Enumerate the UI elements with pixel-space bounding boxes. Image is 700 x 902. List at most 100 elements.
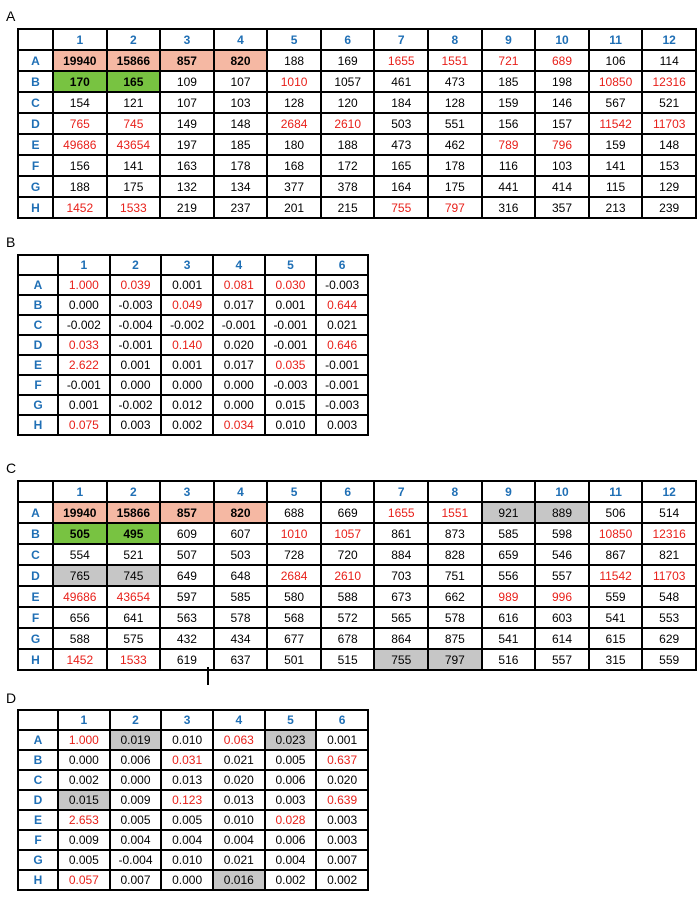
- well-cell: 237: [212, 196, 269, 219]
- well-cell: 588: [319, 585, 376, 608]
- well-cell: -0.001: [263, 314, 318, 336]
- row-header: E: [17, 354, 59, 376]
- well-cell: 629: [641, 627, 697, 650]
- table-row: B 0.000 -0.003 0.049 0.017 0.001 0.644: [17, 294, 369, 316]
- table-row: B 170 165 109 107 1010 1057 461 473 185 198 10850 12…: [17, 70, 697, 93]
- well-cell: 889: [534, 501, 590, 524]
- well-cell: -0.003: [108, 294, 163, 316]
- well-cell: 0.006: [108, 749, 163, 771]
- well-cell: 514: [641, 501, 697, 524]
- corner-cell: [17, 28, 54, 51]
- well-cell: 154: [52, 91, 108, 114]
- well-cell: 557: [534, 648, 590, 671]
- table-row: A 1.000 0.039 0.001 0.081 0.030 -0.003: [17, 274, 369, 296]
- well-cell: -0.003: [315, 274, 369, 296]
- well-cell: 553: [641, 606, 697, 629]
- table-row: A 19940 15866 857 820 188 169 1655 1551 721 689 106…: [17, 49, 697, 72]
- well-cell: 141: [587, 154, 644, 177]
- well-cell: 148: [212, 112, 269, 135]
- row-header: A: [17, 501, 54, 524]
- well-cell: 175: [105, 175, 162, 198]
- well-cell: 128: [427, 91, 483, 114]
- well-cell: 0.049: [160, 294, 214, 316]
- row-header: B: [17, 522, 54, 545]
- well-cell: 128: [266, 91, 322, 114]
- well-cell: 0.021: [211, 849, 266, 871]
- table-row: D 765 745 149 148 2684 2610 503 551 156 157 11542 11…: [17, 112, 697, 135]
- well-cell: 505: [52, 522, 108, 545]
- well-cell: 0.015: [263, 394, 318, 416]
- well-cell: 15866: [105, 49, 162, 72]
- row-header: F: [17, 606, 54, 629]
- well-cell: 0.017: [211, 294, 266, 316]
- well-cell: 0.000: [211, 374, 266, 396]
- column-header: 6: [319, 480, 376, 503]
- row-header: B: [17, 749, 59, 771]
- column-header: 11: [587, 480, 644, 503]
- well-cell: -0.001: [211, 314, 266, 336]
- well-cell: 0.007: [108, 869, 163, 891]
- well-cell: 996: [534, 585, 590, 608]
- well-cell: 185: [212, 133, 269, 156]
- well-cell: 159: [587, 133, 644, 156]
- well-cell: 0.006: [263, 769, 318, 791]
- well-cell: 10850: [587, 70, 644, 93]
- well-cell: 165: [105, 70, 162, 93]
- well-cell: -0.004: [108, 849, 163, 871]
- well-cell: 184: [373, 91, 430, 114]
- well-cell: 556: [480, 564, 537, 587]
- well-cell: 163: [159, 154, 215, 177]
- well-cell: 721: [480, 49, 537, 72]
- well-cell: 146: [534, 91, 590, 114]
- panel-label-c: C: [6, 460, 17, 476]
- well-cell: 820: [212, 49, 269, 72]
- well-cell: 178: [212, 154, 269, 177]
- well-cell: 0.081: [211, 274, 266, 296]
- well-cell: 10850: [587, 522, 644, 545]
- well-cell: 688: [266, 501, 322, 524]
- column-header: 9: [480, 480, 537, 503]
- well-cell: 0.034: [211, 414, 266, 436]
- well-cell: 0.005: [160, 809, 214, 831]
- well-cell: 2684: [266, 564, 322, 587]
- well-cell: 164: [373, 175, 430, 198]
- well-cell: 568: [266, 606, 322, 629]
- plate-table-c: 1 2 3 4 5 6 7 8 9 10 11 12 A 19940 15866 857 820 688 669 16…: [17, 480, 697, 671]
- well-cell: 2.622: [57, 354, 111, 376]
- well-cell: 0.001: [263, 294, 318, 316]
- well-cell: 796: [534, 133, 590, 156]
- well-cell: 0.003: [315, 829, 369, 851]
- well-cell: 114: [641, 49, 697, 72]
- well-cell: 0.637: [315, 749, 369, 771]
- column-header: 4: [212, 28, 269, 51]
- well-cell: 157: [534, 112, 590, 135]
- well-cell: 0.010: [263, 414, 318, 436]
- well-cell: 461: [373, 70, 430, 93]
- row-header: H: [17, 648, 54, 671]
- well-cell: 521: [641, 91, 697, 114]
- well-cell: 0.013: [160, 769, 214, 791]
- well-cell: 141: [105, 154, 162, 177]
- well-cell: 0.000: [108, 374, 163, 396]
- panel-label-b: B: [6, 234, 16, 250]
- well-cell: 1551: [427, 501, 483, 524]
- well-cell: 175: [427, 175, 483, 198]
- table-row: B 505 495 609 607 1010 1057 861 873 585 598 10850 12…: [17, 522, 697, 545]
- well-cell: 1010: [266, 70, 322, 93]
- well-cell: 559: [587, 585, 644, 608]
- table-row: H 0.075 0.003 0.002 0.034 0.010 0.003: [17, 414, 369, 436]
- well-cell: 120: [319, 91, 376, 114]
- corner-cell: [17, 254, 59, 276]
- row-header: C: [17, 543, 54, 566]
- well-cell: 565: [373, 606, 430, 629]
- row-header: C: [17, 769, 59, 791]
- well-cell: 0.002: [315, 869, 369, 891]
- column-header: 1: [52, 28, 108, 51]
- column-header: 5: [266, 480, 322, 503]
- well-cell: 506: [587, 501, 644, 524]
- column-header: 3: [160, 709, 214, 731]
- well-cell: 462: [427, 133, 483, 156]
- well-cell: 0.013: [211, 789, 266, 811]
- well-cell: 188: [266, 49, 322, 72]
- well-cell: 172: [319, 154, 376, 177]
